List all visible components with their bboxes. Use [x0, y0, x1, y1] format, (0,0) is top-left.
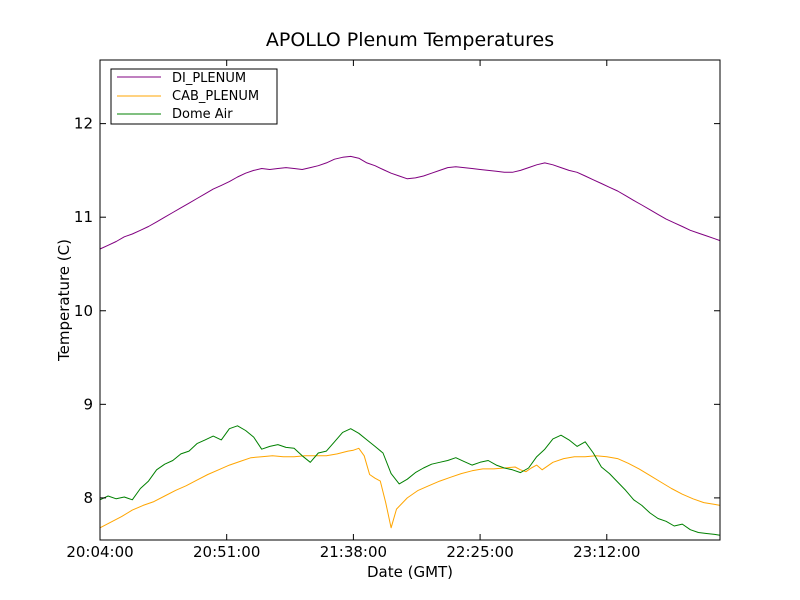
x-tick-label: 20:51:00	[193, 543, 260, 561]
series-layer	[99, 155, 721, 536]
y-tick-label: 9	[83, 395, 93, 413]
plot-frame	[99, 59, 721, 541]
y-tick-label: 11	[74, 208, 93, 226]
legend-label-di-plenum: DI_PLENUM	[172, 71, 246, 86]
plot-area: 8 9 10 11 12 20:04:00 20:51:00 21:38:00 22:25:0…	[66, 59, 721, 561]
legend-label-dome-air: Dome Air	[172, 107, 233, 122]
x-tick-label: 21:38:00	[320, 543, 387, 561]
x-axis: 20:04:00 20:51:00 21:38:00 22:25:00 23:12:00	[66, 60, 640, 561]
x-tick-label: 22:25:00	[446, 543, 513, 561]
chart-title: APOLLO Plenum Temperatures	[266, 29, 554, 51]
series-line-cab-plenum	[99, 447, 721, 529]
plot-background	[100, 60, 720, 540]
y-tick-label: 8	[83, 489, 93, 507]
x-tick-label: 23:12:00	[573, 543, 640, 561]
x-tick-label: 20:04:00	[66, 543, 133, 561]
y-tick-label: 10	[74, 302, 93, 320]
series-line-di-plenum	[99, 155, 721, 250]
y-tick-label: 12	[74, 115, 93, 133]
series-line-dome-air	[99, 425, 721, 536]
y-axis-label: Temperature (C)	[55, 239, 73, 362]
legend-label-cab-plenum: CAB_PLENUM	[172, 89, 259, 104]
x-axis-label: Date (GMT)	[367, 563, 453, 581]
legend: DI_PLENUM CAB_PLENUM Dome Air	[110, 68, 278, 125]
y-axis: 8 9 10 11 12	[74, 115, 720, 507]
